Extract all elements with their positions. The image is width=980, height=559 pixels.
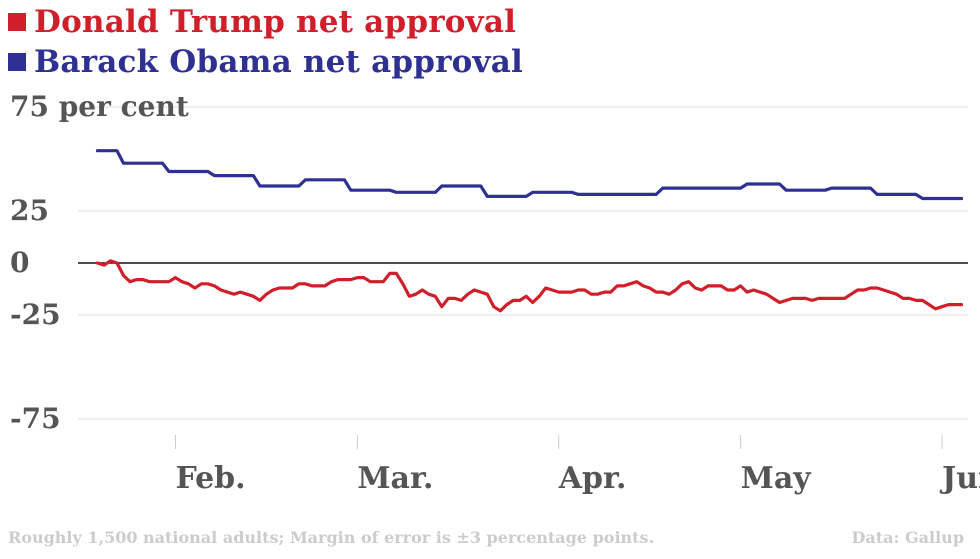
x-tick-label: Jun.: [939, 461, 980, 496]
legend-label-obama: Barack Obama net approval: [34, 44, 523, 80]
legend-item-trump: Donald Trump net approval: [8, 2, 523, 42]
x-tick-label: Mar.: [357, 461, 433, 496]
data-source: Data: Gallup: [851, 528, 964, 547]
y-tick-label: -75: [10, 402, 61, 435]
footer: Roughly 1,500 national adults; Margin of…: [8, 528, 964, 547]
legend-swatch-obama: [8, 53, 26, 71]
footnote: Roughly 1,500 national adults; Margin of…: [8, 528, 655, 547]
axis-layer: 75 per cent 25 0 -25 -75 Feb. Mar. Apr. May Jun.: [10, 90, 980, 496]
legend-item-obama: Barack Obama net approval: [8, 42, 523, 82]
y-tick-label: 0: [10, 246, 29, 279]
y-tick-label: -25: [10, 298, 61, 331]
net-approval-chart: 75 per cent 25 0 -25 -75 Feb. Mar. Apr. May Jun.: [10, 90, 980, 496]
series-line-obama: [95, 149, 964, 201]
series-line-trump: [95, 259, 964, 313]
x-tick-label: Apr.: [558, 461, 627, 496]
y-tick-label: 75 per cent: [10, 90, 189, 123]
legend: Donald Trump net approval Barack Obama n…: [8, 2, 523, 82]
x-tick-label: May: [741, 461, 813, 496]
y-tick-label: 25: [10, 194, 49, 227]
x-tick-label: Feb.: [175, 461, 245, 496]
legend-label-trump: Donald Trump net approval: [34, 4, 517, 40]
legend-swatch-trump: [8, 13, 26, 31]
series-layer: [95, 149, 964, 313]
grid-layer: [78, 106, 968, 420]
